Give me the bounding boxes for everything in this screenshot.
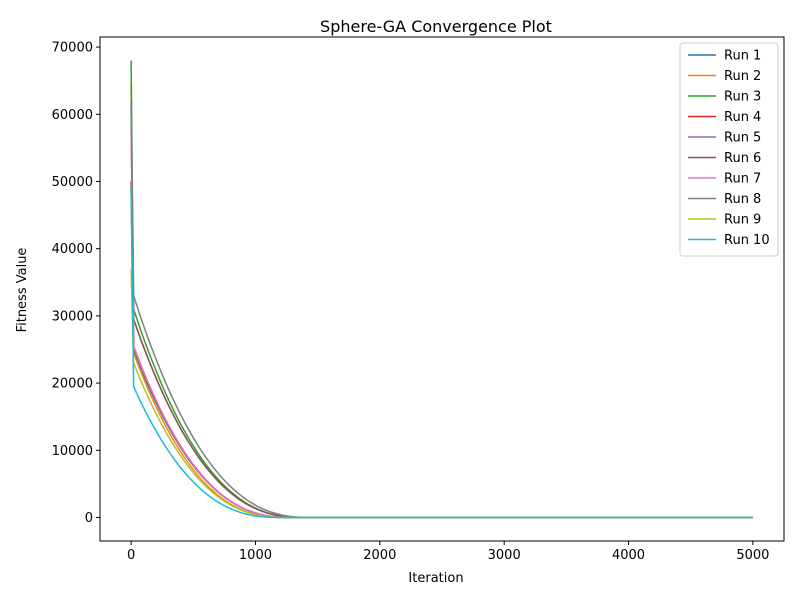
x-tick-label: 0: [127, 548, 135, 563]
x-axis-ticks: 0 1000 2000 3000 4000 5000: [127, 541, 769, 563]
series-line-run-7: [130, 127, 753, 519]
y-axis-ticks: 0 10000 20000 30000 40000 50000 60000 70000: [52, 41, 100, 526]
series-line-run-8: [130, 104, 753, 519]
y-tick-label: 70000: [52, 41, 93, 56]
y-tick-label: 50000: [52, 175, 93, 190]
y-tick-label: 20000: [52, 377, 93, 392]
legend-label: Run 8: [724, 192, 761, 207]
x-tick-label: 1000: [239, 548, 272, 563]
y-tick-label: 30000: [52, 309, 93, 324]
x-tick-label: 3000: [488, 548, 521, 563]
y-tick-label: 0: [85, 511, 93, 526]
y-tick-label: 40000: [52, 242, 93, 257]
legend: Run 1 Run 2 Run 3 Run 4 Run 5 Run 6 Run 7 Run 8…: [679, 42, 779, 257]
y-axis-label: Fitness Value: [15, 248, 30, 333]
series-line-run-9: [130, 268, 753, 519]
y-tick-label: 10000: [52, 444, 93, 459]
x-tick-label: 2000: [363, 548, 396, 563]
series-line-run-10: [130, 188, 753, 519]
chart-title: Sphere-GA Convergence Plot: [320, 17, 552, 36]
legend-label: Run 5: [724, 131, 761, 146]
legend-label: Run 3: [724, 90, 761, 105]
x-axis-label: Iteration: [408, 571, 463, 586]
plot-series-group: [130, 60, 753, 519]
series-line-run-6: [130, 181, 753, 519]
x-tick-label: 4000: [612, 548, 645, 563]
legend-label: Run 7: [724, 172, 761, 187]
legend-label: Run 2: [724, 69, 761, 84]
legend-label: Run 1: [724, 49, 761, 64]
y-tick-label: 60000: [52, 108, 93, 123]
x-tick-label: 5000: [736, 548, 769, 563]
legend-label: Run 10: [724, 233, 770, 248]
legend-label: Run 4: [724, 110, 761, 125]
legend-label: Run 6: [724, 151, 761, 166]
plot-area-frame: [99, 36, 785, 542]
legend-label: Run 9: [724, 213, 761, 228]
